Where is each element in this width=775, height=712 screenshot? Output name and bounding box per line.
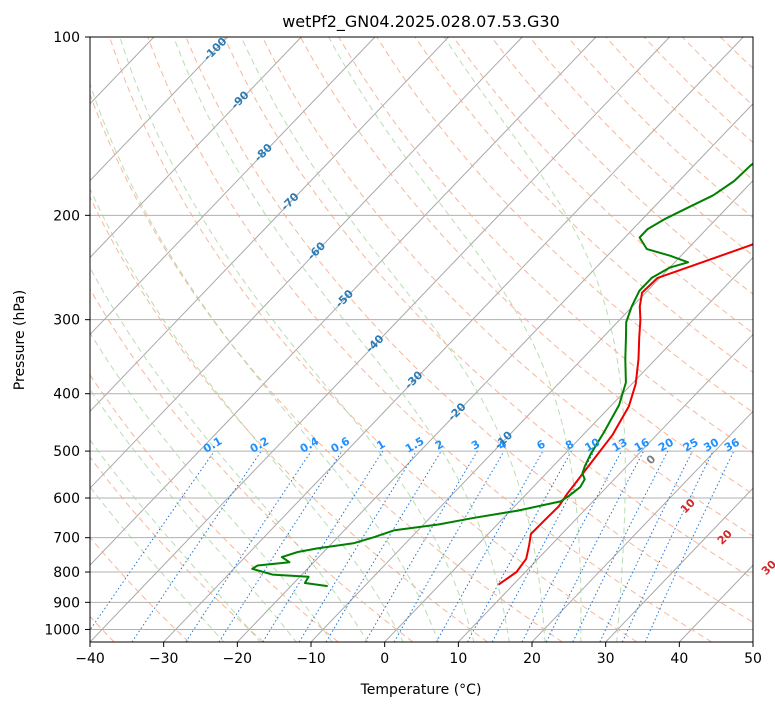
x-tick-label: −30 <box>149 651 179 667</box>
x-tick-label: 20 <box>523 651 541 667</box>
y-tick-label: 800 <box>53 565 80 581</box>
y-tick-label: 300 <box>53 313 80 329</box>
x-tick-label: −10 <box>296 651 326 667</box>
y-tick-label: 600 <box>53 491 80 507</box>
x-tick-label: 50 <box>744 651 762 667</box>
x-tick-label: 0 <box>380 651 389 667</box>
y-tick-label: 100 <box>53 30 80 46</box>
x-tick-label: 30 <box>597 651 615 667</box>
y-tick-label: 400 <box>53 387 80 403</box>
y-tick-label: 900 <box>53 595 80 611</box>
y-tick-label: 500 <box>53 444 80 460</box>
x-tick-label: 40 <box>670 651 688 667</box>
x-tick-label: 10 <box>449 651 467 667</box>
y-tick-label: 200 <box>53 208 80 224</box>
x-tick-label: −20 <box>223 651 253 667</box>
y-tick-label: 700 <box>53 531 80 547</box>
chart-title: wetPf2_GN04.2025.028.07.53.G30 <box>282 12 560 32</box>
y-tick-label: 1000 <box>44 622 80 638</box>
x-tick-label: −40 <box>75 651 105 667</box>
x-axis-label: Temperature (°C) <box>360 682 482 698</box>
y-axis-label: Pressure (hPa) <box>12 290 28 390</box>
